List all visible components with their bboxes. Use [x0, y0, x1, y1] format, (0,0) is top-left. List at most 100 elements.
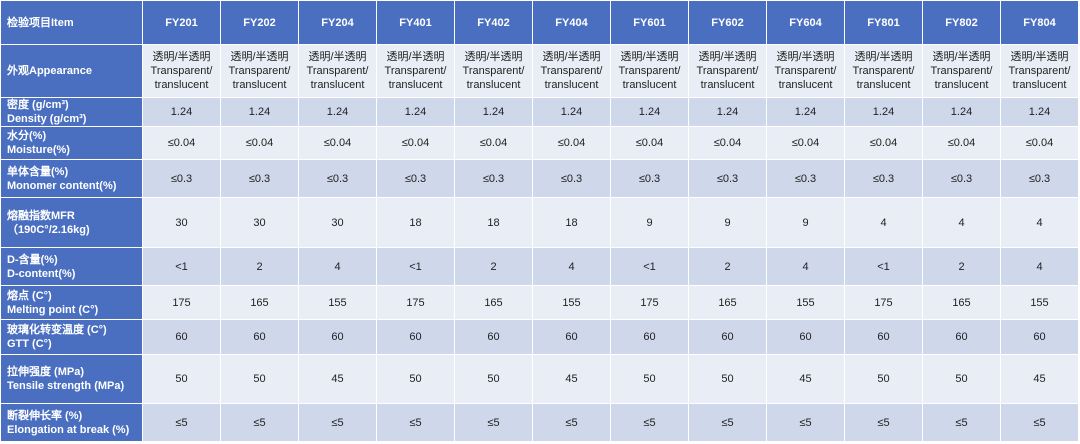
data-row: 断裂伸长率 (%) Elongation at break (%) ≤5 ≤5 ≤5 ≤5…	[0, 403, 1079, 442]
text-line: ≤5	[1033, 416, 1046, 429]
value-cell: 45	[532, 354, 611, 404]
text-line: translucent	[934, 79, 989, 91]
text-line: 密度 (g/cm³)	[7, 99, 69, 111]
text-line: 50	[253, 373, 266, 385]
text-line: Transparent/	[852, 65, 915, 77]
text-line: ≤0.3	[404, 172, 427, 185]
text-line: 透明/半透明	[854, 51, 913, 63]
value-cell: 1.24	[766, 97, 845, 127]
text-line: Elongation at break (%)	[7, 423, 130, 436]
text-line: 透明/半透明	[542, 51, 601, 63]
value-cell: ≤0.04	[610, 126, 689, 160]
text-line: 透明/半透明	[932, 51, 991, 63]
text-line: 155	[328, 296, 347, 309]
value-cell: 50	[844, 354, 923, 404]
text-line: ≤5	[409, 416, 422, 429]
text-line: 60	[955, 331, 968, 343]
data-row: 单体含量(%) Monomer content(%) ≤0.3 ≤0.3 ≤0.3 ≤0.…	[0, 159, 1079, 198]
text-line: 透明/半透明	[152, 51, 211, 63]
text-line: 4	[1036, 216, 1043, 229]
value-cell: ≤5	[922, 403, 1001, 442]
text-line: translucent	[700, 79, 755, 91]
text-line: 透明/半透明	[308, 51, 367, 63]
text-line: translucent	[466, 79, 521, 91]
value-cell: ≤0.3	[610, 159, 689, 198]
text-line: Transparent/	[150, 65, 213, 77]
text-line: 45	[799, 373, 812, 385]
text-line: 165	[484, 296, 503, 309]
data-row: 外观Appearance 透明/半透明 Transparent/translucen…	[0, 44, 1079, 98]
text-line: 4	[958, 216, 965, 229]
value-cell: ≤5	[298, 403, 377, 442]
value-cell: 18	[532, 197, 611, 248]
value-cell: 透明/半透明 Transparent/translucent	[532, 44, 611, 98]
text-line: 165	[952, 296, 971, 309]
text-line: 水分(%)	[7, 130, 47, 142]
value-cell: ≤0.3	[454, 159, 533, 198]
value-cell: 60	[220, 319, 299, 355]
value-cell: 50	[688, 354, 767, 404]
value-cell: <1	[610, 247, 689, 286]
value-cell: 透明/半透明 Transparent/translucent	[610, 44, 689, 98]
value-cell: 45	[766, 354, 845, 404]
text-line: Transparent/	[696, 65, 759, 77]
text-line: GTT (C°)	[7, 338, 52, 350]
data-row: 水分(%) Moisture(%) ≤0.04 ≤0.04 ≤0.04 ≤0.04 ≤0.0…	[0, 126, 1079, 160]
header-cell: 检验项目Item	[0, 0, 143, 45]
text-line: 60	[877, 331, 890, 343]
value-cell: 165	[220, 285, 299, 320]
value-cell: 60	[844, 319, 923, 355]
text-line: 1.24	[872, 106, 895, 118]
text-line: 透明/半透明	[620, 51, 679, 63]
text-line: ≤5	[799, 416, 812, 429]
value-cell: 50	[922, 354, 1001, 404]
text-line: 165	[250, 296, 269, 309]
text-line: translucent	[778, 79, 833, 91]
value-cell: ≤5	[142, 403, 221, 442]
value-cell: 50	[220, 354, 299, 404]
header-cell: FY401	[376, 0, 455, 45]
text-line: 9	[724, 216, 731, 229]
value-cell: ≤5	[454, 403, 533, 442]
value-cell: 45	[298, 354, 377, 404]
text-line: translucent	[622, 79, 677, 91]
text-line: 2	[724, 260, 731, 273]
value-cell: 60	[454, 319, 533, 355]
text-line: ≤5	[643, 416, 656, 429]
text-line: ≤0.3	[716, 172, 739, 185]
text-line: ≤0.3	[950, 172, 973, 185]
text-line: 60	[565, 331, 578, 343]
value-cell: 60	[298, 319, 377, 355]
text-line: ≤5	[487, 416, 500, 429]
value-cell: ≤0.3	[844, 159, 923, 198]
row-label: 断裂伸长率 (%) Elongation at break (%)	[0, 403, 143, 442]
value-cell: ≤5	[766, 403, 845, 442]
value-cell: 透明/半透明 Transparent/translucent	[922, 44, 1001, 98]
value-cell: 4	[1000, 197, 1079, 248]
value-cell: 1.24	[610, 97, 689, 127]
text-line: 60	[1033, 331, 1046, 343]
text-line: ≤0.3	[482, 172, 505, 185]
value-cell: ≤0.3	[298, 159, 377, 198]
text-line: ≤0.3	[560, 172, 583, 185]
text-line: 175	[406, 296, 425, 309]
value-cell: ≤0.04	[376, 126, 455, 160]
header-cell: FY802	[922, 0, 1001, 45]
value-cell: 175	[376, 285, 455, 320]
text-line: ≤0.04	[323, 137, 352, 149]
text-line: 9	[646, 216, 653, 229]
value-cell: ≤0.04	[532, 126, 611, 160]
text-line: 透明/半透明	[698, 51, 757, 63]
text-line: 4	[334, 260, 341, 273]
value-cell: 9	[610, 197, 689, 248]
value-cell: 透明/半透明 Transparent/translucent	[844, 44, 923, 98]
text-line: 60	[721, 331, 734, 343]
text-line: ≤5	[721, 416, 734, 429]
row-label: 熔融指数MFR （190C°/2.16kg)	[0, 197, 143, 248]
text-line: translucent	[1012, 79, 1067, 91]
text-line: ≤0.3	[638, 172, 661, 185]
text-line: 60	[409, 331, 422, 343]
value-cell: 1.24	[688, 97, 767, 127]
text-line: ≤0.3	[248, 172, 271, 185]
header-cell: FY204	[298, 0, 377, 45]
